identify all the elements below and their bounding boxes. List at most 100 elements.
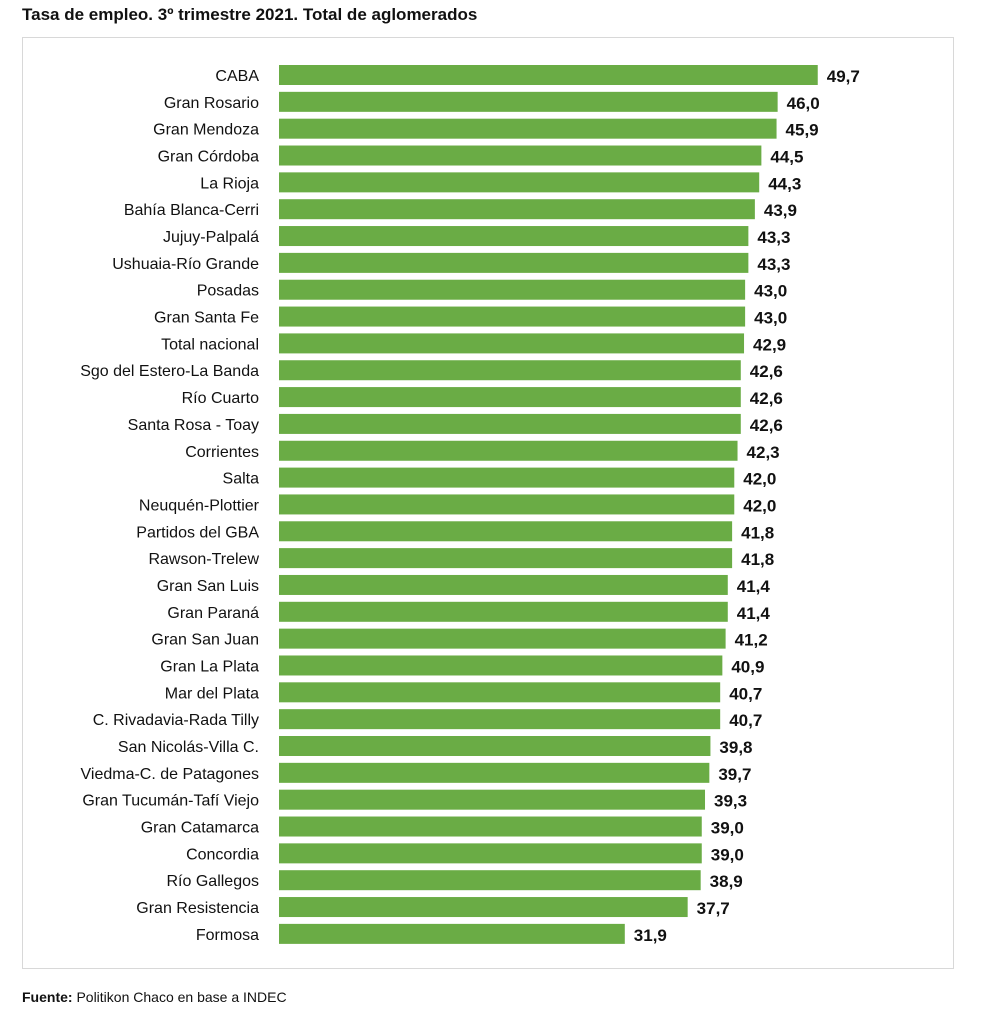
category-label: Total nacional: [161, 336, 259, 353]
value-label: 42,3: [747, 443, 780, 462]
bar: [279, 682, 721, 703]
bar: [279, 601, 728, 622]
bar: [279, 413, 741, 434]
bar: [279, 172, 760, 193]
bar: [279, 897, 688, 918]
value-label: 44,3: [768, 174, 801, 193]
bar: [279, 118, 777, 139]
value-label: 42,0: [743, 496, 776, 515]
bar: [279, 816, 702, 837]
category-label: Santa Rosa - Toay: [128, 417, 259, 434]
category-label: Gran Rosario: [164, 95, 259, 112]
value-label: 43,0: [754, 309, 787, 328]
value-label: 42,0: [743, 470, 776, 489]
category-label: Gran Santa Fe: [154, 310, 259, 327]
value-label: 44,5: [770, 148, 803, 167]
value-label: 39,8: [719, 738, 752, 757]
bar: [279, 226, 749, 247]
value-label: 43,9: [764, 201, 797, 220]
chart-title: Tasa de empleo. 3º trimestre 2021. Total…: [22, 5, 478, 24]
category-label: Posadas: [197, 283, 259, 300]
category-label: Partidos del GBA: [136, 524, 259, 541]
bar: [279, 574, 728, 595]
bar: [279, 548, 733, 569]
category-label: Gran Resistencia: [136, 900, 259, 917]
category-label: Bahía Blanca-Cerri: [124, 202, 259, 219]
bar: [279, 387, 741, 408]
value-label: 39,0: [711, 845, 744, 864]
value-label: 40,9: [731, 657, 764, 676]
value-label: 40,7: [729, 684, 762, 703]
value-label: 45,9: [786, 121, 819, 140]
category-label: Gran San Luis: [157, 578, 259, 595]
category-label: Neuquén-Plottier: [139, 497, 260, 514]
category-label: C. Rivadavia-Rada Tilly: [93, 712, 259, 729]
bar: [279, 306, 746, 327]
value-label: 42,6: [750, 362, 783, 381]
bar: [279, 870, 701, 891]
bar: [279, 521, 733, 542]
category-label: Rawson-Trelew: [148, 551, 259, 568]
value-label: 46,0: [787, 94, 820, 113]
value-label: 41,8: [741, 523, 774, 542]
bar: [279, 762, 710, 783]
category-label: La Rioja: [200, 175, 259, 192]
bar: [279, 279, 746, 300]
bar: [279, 736, 711, 756]
bar: [279, 789, 706, 810]
value-label: 41,4: [737, 577, 771, 596]
category-label: Ushuaia-Río Grande: [112, 256, 259, 273]
value-label: 39,3: [714, 792, 747, 811]
value-label: 37,7: [697, 899, 730, 918]
bar: [279, 333, 745, 354]
value-label: 42,6: [750, 416, 783, 435]
source-text: Politikon Chaco en base a INDEC: [72, 989, 287, 1005]
source-note: Fuente: Politikon Chaco en base a INDEC: [22, 989, 287, 1005]
value-label: 41,4: [737, 604, 771, 623]
source-label: Fuente:: [22, 989, 73, 1005]
category-label: Gran Catamarca: [141, 820, 259, 837]
bar: [279, 923, 625, 944]
category-label: Gran Mendoza: [153, 122, 259, 139]
category-label: Mar del Plata: [165, 685, 259, 702]
value-label: 49,7: [827, 67, 860, 86]
value-label: 39,7: [718, 765, 751, 784]
bar: [279, 145, 762, 166]
category-label: Río Cuarto: [182, 390, 259, 407]
category-label: Gran La Plata: [160, 658, 259, 675]
value-label: 42,9: [753, 335, 786, 354]
bar: [279, 65, 818, 85]
bar: [279, 655, 723, 676]
bar: [279, 467, 735, 488]
category-label: Río Gallegos: [167, 873, 260, 890]
category-label: Gran San Juan: [151, 632, 259, 649]
category-label: San Nicolás-Villa C.: [118, 739, 259, 756]
bar: [279, 709, 721, 730]
bar: [279, 628, 726, 649]
bar: [279, 199, 755, 220]
category-label: Gran Córdoba: [158, 149, 259, 166]
category-label: Corrientes: [185, 444, 259, 461]
bar: [279, 843, 702, 864]
category-label: Gran Tucumán-Tafí Viejo: [82, 793, 259, 810]
category-label: Sgo del Estero-La Banda: [80, 363, 259, 380]
value-label: 38,9: [710, 872, 743, 891]
bar: [279, 91, 778, 112]
category-label: Formosa: [196, 927, 259, 944]
bar: [279, 360, 741, 381]
category-label: Jujuy-Palpalá: [163, 229, 259, 246]
chart-frame: [22, 37, 954, 969]
value-label: 43,3: [757, 255, 790, 274]
category-label: CABA: [215, 68, 259, 85]
value-label: 41,8: [741, 550, 774, 569]
value-label: 41,2: [735, 631, 768, 650]
value-label: 43,0: [754, 282, 787, 301]
bar: [279, 440, 738, 461]
value-label: 43,3: [757, 228, 790, 247]
value-label: 40,7: [729, 711, 762, 730]
value-label: 42,6: [750, 389, 783, 408]
category-label: Salta: [223, 471, 260, 488]
category-label: Viedma-C. de Patagones: [81, 766, 259, 783]
value-label: 39,0: [711, 819, 744, 838]
